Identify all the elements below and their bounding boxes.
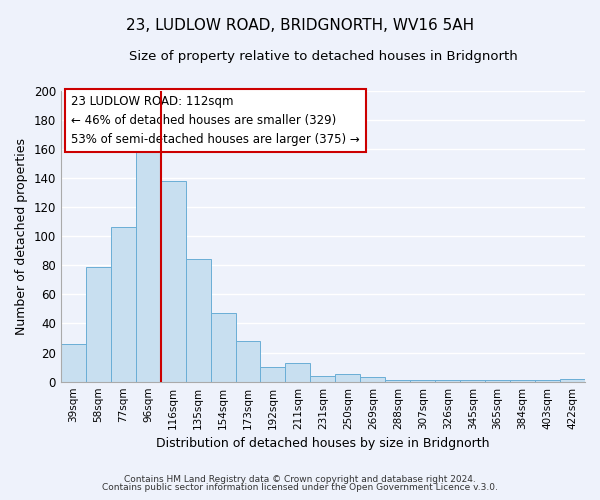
Bar [535, 380, 560, 382]
Bar [185, 260, 211, 382]
Bar [410, 380, 435, 382]
Bar [61, 344, 86, 382]
Bar [460, 380, 485, 382]
X-axis label: Distribution of detached houses by size in Bridgnorth: Distribution of detached houses by size … [156, 437, 490, 450]
Bar [510, 380, 535, 382]
Bar [136, 140, 161, 382]
Bar [435, 380, 460, 382]
Bar [260, 367, 286, 382]
Title: Size of property relative to detached houses in Bridgnorth: Size of property relative to detached ho… [128, 50, 517, 63]
Bar [335, 374, 361, 382]
Bar [161, 181, 185, 382]
Bar [236, 341, 260, 382]
Text: Contains HM Land Registry data © Crown copyright and database right 2024.: Contains HM Land Registry data © Crown c… [124, 475, 476, 484]
Bar [286, 363, 310, 382]
Bar [485, 380, 510, 382]
Bar [86, 266, 111, 382]
Text: 23 LUDLOW ROAD: 112sqm
← 46% of detached houses are smaller (329)
53% of semi-de: 23 LUDLOW ROAD: 112sqm ← 46% of detached… [71, 95, 360, 146]
Bar [310, 376, 335, 382]
Bar [211, 314, 236, 382]
Bar [385, 380, 410, 382]
Bar [560, 379, 585, 382]
Text: 23, LUDLOW ROAD, BRIDGNORTH, WV16 5AH: 23, LUDLOW ROAD, BRIDGNORTH, WV16 5AH [126, 18, 474, 32]
Bar [361, 378, 385, 382]
Bar [111, 228, 136, 382]
Y-axis label: Number of detached properties: Number of detached properties [15, 138, 28, 334]
Text: Contains public sector information licensed under the Open Government Licence v.: Contains public sector information licen… [102, 484, 498, 492]
